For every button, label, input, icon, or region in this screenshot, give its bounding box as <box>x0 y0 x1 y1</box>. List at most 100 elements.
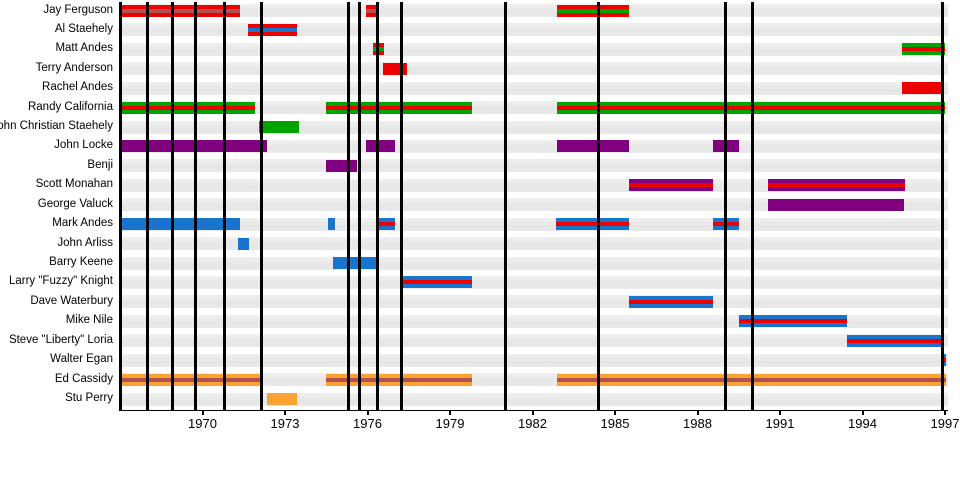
studio-release-line <box>597 2 600 410</box>
studio-release-line <box>170 2 174 410</box>
x-axis-year-label: 1994 <box>848 416 877 431</box>
tenure-bar <box>327 218 335 231</box>
tenure-bar <box>120 4 240 17</box>
studio-release-line <box>940 2 944 410</box>
member-label: Terry Anderson <box>35 61 113 74</box>
member-row-band <box>120 139 948 153</box>
x-axis-tick <box>861 410 864 415</box>
x-axis-tick <box>944 410 946 415</box>
tenure-bar <box>120 101 255 114</box>
role-stripe <box>555 222 629 227</box>
tenure-bar <box>557 140 629 153</box>
role-stripe <box>767 183 906 188</box>
studio-release-line <box>751 2 754 410</box>
studio-release-line <box>260 2 264 410</box>
member-row-band <box>120 217 948 231</box>
role-stripe <box>628 299 713 304</box>
member-label: Larry "Fuzzy" Knight <box>8 275 113 288</box>
tenure-bar <box>120 373 263 386</box>
x-axis-line <box>119 410 948 411</box>
tenure-bar <box>382 62 408 75</box>
role-stripe <box>247 27 298 32</box>
member-row-band <box>120 23 948 37</box>
x-axis-year-label: 1985 <box>600 416 630 431</box>
tenure-bar <box>767 179 906 192</box>
tenure-bar <box>628 295 713 308</box>
role-stripe <box>847 338 943 343</box>
studio-release-line <box>146 2 149 410</box>
member-row-band <box>120 81 948 95</box>
tenure-bar <box>258 121 299 134</box>
member-row-band <box>120 4 948 17</box>
member-label: Scott Monahan <box>35 178 113 191</box>
role-stripe <box>366 8 376 13</box>
member-label: Mike Nile <box>65 314 113 327</box>
tenure-bar <box>403 276 472 289</box>
tenure-bar <box>902 82 944 95</box>
y-axis-line <box>119 2 122 410</box>
role-stripe <box>377 222 395 227</box>
studio-release-line <box>346 2 350 410</box>
member-row-band <box>120 353 948 367</box>
tenure-bar <box>326 101 472 114</box>
x-axis-tick <box>614 410 616 415</box>
tenure-bar <box>366 4 376 17</box>
role-stripe <box>738 319 848 324</box>
tenure-bar <box>326 373 472 386</box>
member-label: Jay Ferguson <box>43 3 113 16</box>
member-row-band <box>120 198 948 212</box>
tenure-bar <box>247 23 298 36</box>
member-label: Ed Cassidy <box>54 372 113 385</box>
member-label: Benji <box>87 158 113 171</box>
role-stripe <box>326 105 472 110</box>
legend: Vocals Guitars Keyboards Bass Drums Perc… <box>0 440 960 480</box>
member-label: George Valuck <box>37 197 113 210</box>
tenure-bar <box>120 218 240 231</box>
member-row-band <box>120 275 948 289</box>
x-axis-year-label: 1970 <box>188 416 217 431</box>
member-label: John Arliss <box>57 236 113 249</box>
x-axis-year-label: 1988 <box>683 416 712 431</box>
x-axis-year-label: 1979 <box>435 416 465 431</box>
member-label: Stu Perry <box>65 392 113 404</box>
member-label: Walter Egan <box>50 353 113 366</box>
role-stripe <box>326 377 472 382</box>
tenure-bar <box>366 140 395 153</box>
member-row-band <box>120 120 948 134</box>
member-row-band <box>120 62 948 76</box>
role-stripe <box>120 377 263 382</box>
studio-release-line <box>223 2 226 410</box>
member-row-band <box>120 295 948 309</box>
tenure-bar <box>377 218 395 231</box>
member-label: Rachel Andes <box>42 81 113 94</box>
studio-release-line <box>375 2 379 410</box>
tenure-bar <box>902 43 945 56</box>
tenure-bar <box>238 237 250 250</box>
member-label: Steve "Liberty" Loria <box>8 333 113 346</box>
x-axis-tick <box>201 410 204 415</box>
tenure-bar <box>847 334 943 347</box>
x-axis-tick <box>366 410 369 415</box>
role-stripe <box>403 280 472 285</box>
tenure-bar <box>267 393 298 405</box>
x-axis-year-label: 1997 <box>930 416 960 431</box>
role-stripe <box>557 8 629 13</box>
studio-release-line <box>357 2 361 410</box>
tenure-bar <box>767 198 904 211</box>
studio-release-line <box>400 2 404 410</box>
member-label: Dave Waterbury <box>30 294 113 307</box>
member-row-band <box>120 159 948 173</box>
tenure-bar <box>555 218 629 231</box>
x-axis-tick <box>779 410 781 415</box>
role-stripe <box>120 105 255 110</box>
member-label: Matt Andes <box>55 42 113 55</box>
tenure-bar <box>628 179 713 192</box>
role-stripe <box>902 47 945 52</box>
member-label: Randy California <box>27 100 113 113</box>
tenure-bar <box>333 257 378 270</box>
member-row-band <box>120 392 948 406</box>
x-axis-year-label: 1991 <box>765 416 795 431</box>
x-axis-tick <box>284 410 286 415</box>
member-label: Al Staehely <box>54 22 113 35</box>
